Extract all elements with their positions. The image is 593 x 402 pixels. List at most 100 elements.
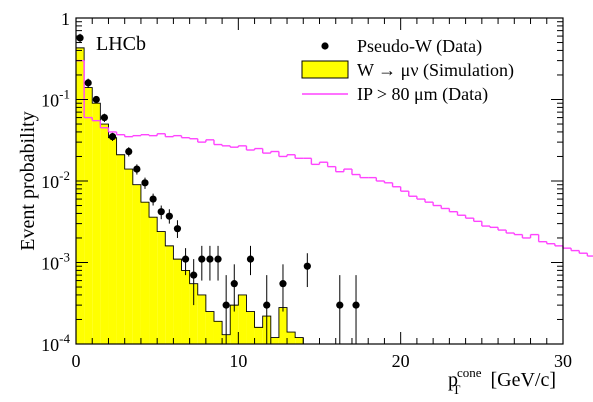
pseudo-w-point (92, 95, 100, 104)
simulation-bar (230, 305, 239, 344)
pseudo-w-marker (165, 212, 173, 220)
y-tick-label-exp: -4 (59, 331, 70, 346)
simulation-bar (124, 169, 133, 344)
simulation-bar (246, 311, 255, 344)
pseudo-w-marker (198, 255, 206, 263)
simulation-bar (213, 321, 223, 344)
y-tick-label-exp: -3 (59, 250, 70, 265)
pseudo-w-point (181, 248, 190, 276)
simulation-bar (189, 283, 198, 344)
pseudo-w-point (173, 220, 182, 238)
pseudo-w-marker (141, 179, 149, 187)
pseudo-w-point (133, 164, 141, 175)
legend-marker-pseudo-w (321, 42, 329, 50)
simulation-bar (287, 332, 296, 344)
simulation-bar (116, 154, 125, 344)
simulation-bar (108, 137, 117, 344)
pseudo-w-marker (214, 255, 222, 263)
pseudo-w-marker (76, 34, 84, 42)
pseudo-w-point (100, 113, 109, 122)
pseudo-w-point (263, 275, 271, 344)
y-tick-label: 10-1 (41, 87, 70, 111)
x-tick-label: 20 (392, 351, 410, 371)
simulation-bar (181, 270, 190, 344)
x-tick-label: 0 (72, 351, 81, 371)
simulation-bar (92, 103, 101, 344)
pseudo-w-marker (222, 301, 230, 309)
pseudo-w-marker (303, 262, 311, 270)
legend-swatch-simulation (301, 60, 349, 79)
simulation-bar (132, 184, 141, 344)
pseudo-w-marker (336, 301, 344, 309)
pseudo-w-point (76, 33, 84, 43)
legend-label-pseudo-w: Pseudo-W (Data) (357, 36, 482, 57)
x-tick-label: 30 (554, 351, 572, 371)
legend: Pseudo-W (Data) W → μν (Simulation) IP >… (301, 36, 514, 105)
pseudo-w-point (84, 78, 92, 88)
pseudo-w-marker (263, 301, 271, 309)
simulation-bar (100, 124, 109, 345)
pseudo-w-marker (181, 255, 190, 263)
pseudo-w-marker (190, 271, 198, 279)
pseudo-w-marker (157, 208, 165, 216)
x-tick-label: 10 (229, 351, 247, 371)
y-tick-label-exp: -2 (59, 168, 70, 183)
pseudo-w-marker (279, 280, 287, 288)
simulation-bar (270, 337, 279, 344)
pseudo-w-marker (84, 79, 92, 87)
simulation-bar (197, 294, 206, 344)
simulation-bar (149, 217, 158, 344)
pseudo-w-marker (108, 133, 117, 141)
x-axis-title-main: p (448, 369, 458, 391)
simulation-bar (205, 311, 214, 344)
x-axis-title: pcone T [GeV/c] (448, 365, 556, 397)
y-tick-label-base: 1 (61, 9, 70, 29)
x-axis-title-sub: T (453, 382, 461, 397)
pseudo-w-points-layer (76, 33, 360, 344)
pseudo-w-point (125, 147, 133, 157)
simulation-bar (165, 245, 174, 344)
simulation-bar (173, 259, 182, 344)
lhcb-watermark: LHCb (96, 33, 146, 55)
simulation-bar (278, 307, 288, 344)
pseudo-w-marker (149, 195, 157, 203)
pseudo-w-marker (206, 255, 214, 263)
pseudo-w-point (279, 264, 287, 312)
y-tick-label: 1 (61, 9, 70, 29)
simulation-bar (140, 202, 150, 344)
pseudo-w-marker (100, 113, 109, 122)
pseudo-w-point (108, 132, 117, 141)
pseudo-w-marker (352, 301, 360, 309)
pseudo-w-point (141, 177, 149, 189)
pseudo-w-point (336, 275, 344, 344)
x-axis-title-sup: cone (457, 365, 482, 380)
pseudo-w-point (206, 245, 214, 281)
simulation-histogram-layer (75, 47, 304, 345)
pseudo-w-point (214, 245, 222, 281)
simulation-bar (157, 231, 166, 344)
pseudo-w-marker (246, 255, 255, 263)
pseudo-w-point (352, 275, 360, 344)
y-tick-label: 10-4 (41, 331, 70, 355)
pseudo-w-point (222, 275, 230, 344)
simulation-bar (84, 87, 93, 344)
y-tick-label: 10-3 (41, 250, 70, 274)
simulation-bar (238, 294, 247, 344)
simulation-bar (76, 47, 85, 345)
pseudo-w-marker (230, 280, 238, 288)
pseudo-w-point (303, 253, 311, 288)
pseudo-w-point (190, 259, 198, 306)
y-axis-title: Event probability (17, 111, 39, 250)
ip-histogram-layer (76, 59, 593, 257)
simulation-bar (254, 327, 263, 344)
pseudo-w-point (157, 205, 165, 220)
pseudo-w-marker (125, 147, 133, 156)
pseudo-w-point (165, 209, 173, 224)
pseudo-w-marker (133, 165, 141, 173)
pseudo-w-point (198, 245, 206, 281)
legend-label-simulation: W → μν (Simulation) (357, 60, 514, 81)
y-tick-label-base: 10 (41, 172, 59, 192)
y-tick-label-base: 10 (41, 335, 59, 355)
